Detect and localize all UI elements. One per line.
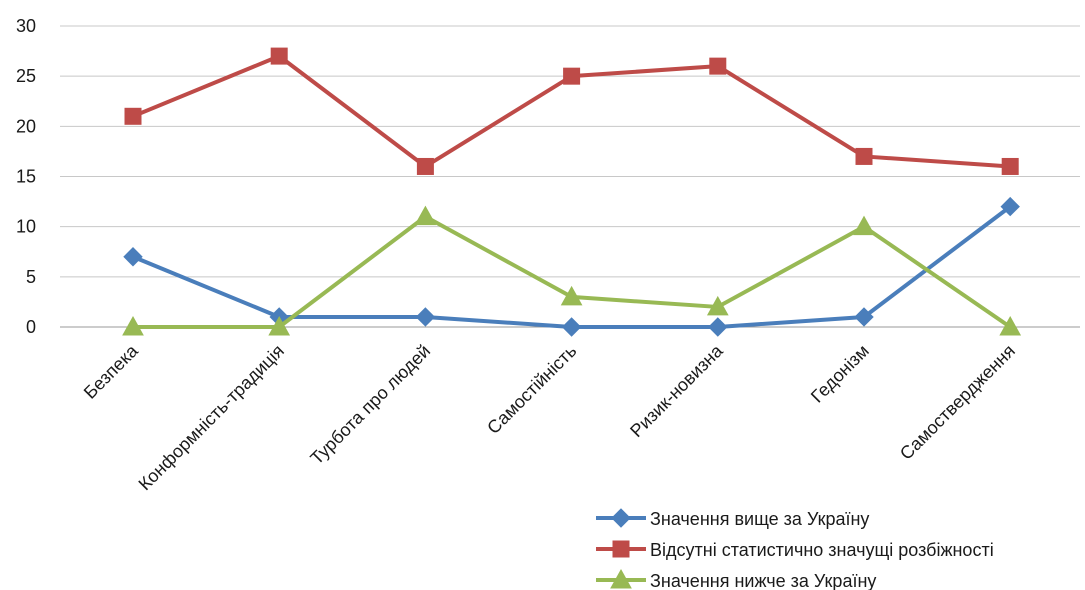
data-point <box>999 315 1022 336</box>
series-lines <box>122 47 1022 337</box>
x-tick-label: Ризик-новизна <box>626 340 727 441</box>
data-point <box>855 147 873 165</box>
x-tick-label: Конформність-традиція <box>135 341 288 494</box>
legend-item: Значення вище за Україну <box>596 508 869 529</box>
data-point <box>709 57 727 75</box>
data-point <box>706 295 729 316</box>
legend-item: Значення нижче за Україну <box>596 568 876 590</box>
data-point <box>1000 196 1020 217</box>
data-point <box>563 67 581 85</box>
data-point <box>415 307 436 327</box>
y-tick-label: 15 <box>16 167 36 187</box>
data-point <box>1001 157 1019 175</box>
legend-item: Відсутні статистично значущі розбіжності <box>596 540 994 560</box>
y-tick-label: 5 <box>26 267 36 287</box>
x-tick-label: Самоствердження <box>896 341 1019 464</box>
data-point <box>124 107 142 125</box>
data-point <box>560 285 583 306</box>
y-tick-label: 0 <box>26 317 36 337</box>
data-point <box>268 315 291 336</box>
legend-marker <box>612 540 630 558</box>
x-tick-label: Гедонізм <box>807 341 873 407</box>
y-tick-label: 10 <box>16 217 36 237</box>
x-tick-label: Турбота про людей <box>306 341 434 469</box>
data-point <box>561 317 582 337</box>
data-point <box>708 317 728 337</box>
legend-label: Відсутні статистично значущі розбіжності <box>650 540 994 560</box>
legend-marker <box>610 568 632 589</box>
data-point <box>416 157 434 175</box>
x-tick-label: Безпека <box>80 340 143 403</box>
legend-marker <box>611 508 631 528</box>
data-point <box>122 315 144 336</box>
data-point <box>123 247 143 267</box>
data-point <box>414 205 437 226</box>
x-tick-label: Самостійність <box>483 341 580 438</box>
series-1 <box>123 196 1020 337</box>
legend-label: Значення нижче за Україну <box>650 571 876 590</box>
y-axis-tick-labels: 0 5 10 15 20 25 30 <box>16 16 36 337</box>
series-2 <box>124 47 1019 175</box>
data-point <box>854 307 874 327</box>
series-line <box>131 204 1013 329</box>
series-3 <box>122 205 1022 336</box>
y-tick-label: 30 <box>16 16 36 36</box>
y-tick-label: 25 <box>16 66 36 86</box>
legend: Значення вище за Україну Відсутні статист… <box>596 508 994 590</box>
data-point <box>853 215 875 236</box>
legend-label: Значення вище за Україну <box>650 509 869 529</box>
data-point <box>270 47 288 65</box>
y-tick-label: 20 <box>16 116 36 136</box>
